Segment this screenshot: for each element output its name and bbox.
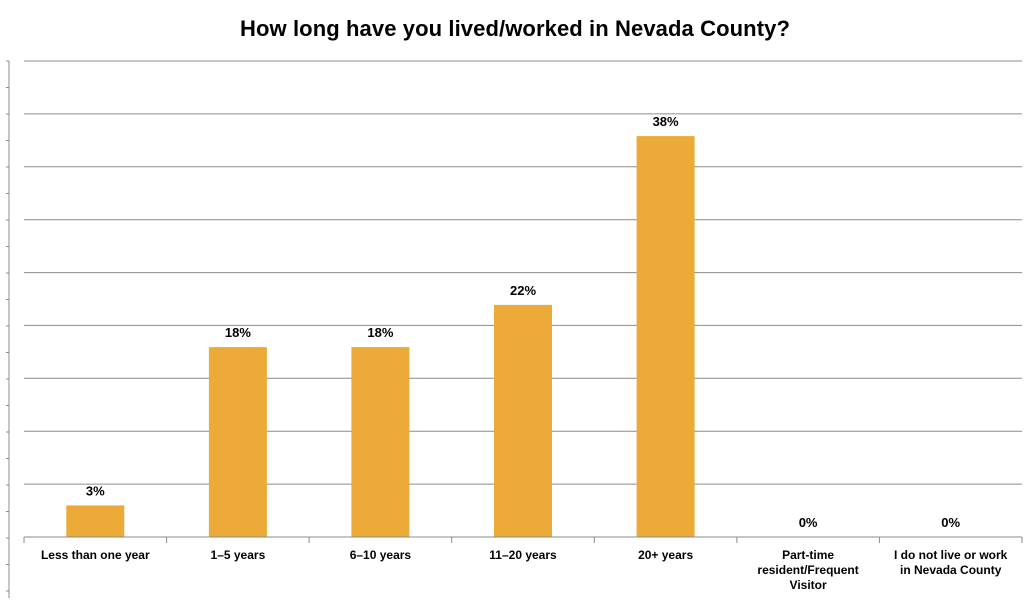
x-tick-label-line: Part-time [782, 548, 834, 562]
x-tick-label-line: Visitor [790, 578, 827, 592]
data-label-5: 0% [799, 515, 818, 530]
x-tick-label-0: Less than one year [41, 548, 150, 562]
x-tick-label-6: I do not live or work in Nevada County [894, 548, 1008, 577]
bar-3 [494, 304, 552, 537]
x-tick-label-2: 6–10 years [350, 548, 412, 562]
x-tick-label-line: Less than one year [41, 548, 150, 562]
x-tick-label-line: 6–10 years [350, 548, 412, 562]
x-tick-label-line: resident/Frequent [757, 563, 858, 577]
bar-4 [636, 136, 695, 537]
bar-0 [66, 505, 125, 538]
x-tick-label-line: in Nevada County [900, 563, 1002, 577]
data-label-1: 18% [225, 325, 251, 340]
bar-2 [351, 347, 410, 537]
x-tick-label-line: 11–20 years [489, 548, 557, 562]
bar-1 [208, 347, 267, 537]
data-label-3: 22% [510, 283, 536, 298]
x-tick-label-line: 20+ years [638, 548, 693, 562]
x-tick-label-line: I do not live or work [894, 548, 1008, 562]
data-label-4: 38% [653, 114, 679, 129]
x-tick-label-1: 1–5 years [211, 548, 266, 562]
data-label-2: 18% [367, 325, 393, 340]
x-tick-label-line: 1–5 years [211, 548, 266, 562]
chart-title: How long have you lived/worked in Nevada… [240, 16, 790, 41]
x-tick-label-4: 20+ years [638, 548, 693, 562]
x-tick-label-3: 11–20 years [489, 548, 557, 562]
data-label-6: 0% [941, 515, 960, 530]
x-tick-label-5: Part-time resident/Frequent Visitor [757, 548, 858, 592]
data-label-0: 3% [86, 483, 105, 498]
